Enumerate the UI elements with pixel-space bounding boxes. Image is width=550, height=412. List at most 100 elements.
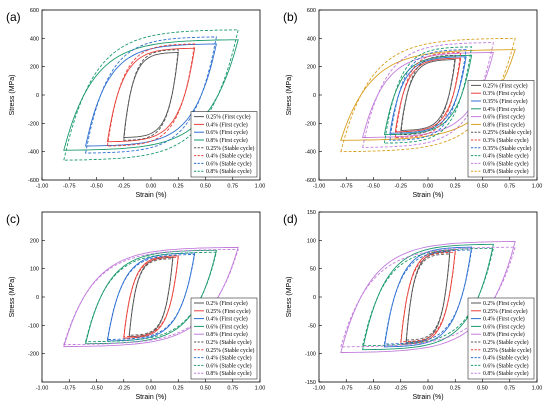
legend-label: 0.35% (First cycle) (483, 98, 528, 105)
legend-label: 0.6% (First cycle) (206, 129, 248, 136)
legend-label: 0.25% (First cycle) (483, 82, 528, 89)
x-axis-label: Strain (%) (412, 192, 443, 199)
x-axis-label: Strain (%) (135, 192, 166, 199)
legend-label: 0.8% (First cycle) (483, 121, 525, 128)
legend-label: 0.4% (First cycle) (206, 316, 248, 323)
chart-panel-0: (a) -1.00 -0.75 -0.50 -0.25 0.00 0.25 0.50 0.75 1… (6, 8, 265, 199)
y-tick-label: -50 (308, 323, 316, 329)
legend-label: 0.3% (Stable cycle) (483, 137, 529, 144)
legend-label: 0.2% (Stable cycle) (206, 339, 252, 346)
series-loop (63, 246, 239, 348)
panel-letter: (d) (283, 212, 298, 226)
x-tick-label: 0.50 (477, 184, 488, 190)
y-tick-label: 0 (313, 93, 316, 99)
legend-label: 0.4% (Stable cycle) (483, 153, 529, 160)
y-tick-label: -100 (305, 352, 316, 358)
series-loop (400, 54, 456, 136)
legend-label: 0.4% (Stable cycle) (483, 355, 529, 362)
y-axis-label: Stress (MPa) (286, 75, 293, 116)
chart-panel-2: (c) -1.00 -0.75 -0.50 -0.25 0.00 0.25 0.50 0.75 1… (6, 211, 266, 401)
x-tick-label: -0.50 (367, 184, 380, 190)
legend: 0.2% (First cycle)0.25% (First cycle)0.4… (190, 297, 258, 380)
x-tick-label: -0.50 (367, 386, 380, 392)
series-loop (340, 49, 516, 141)
series-loop (106, 254, 196, 340)
legend-label: 0.8% (First cycle) (206, 331, 248, 338)
legend-label: 0.4% (First cycle) (483, 106, 525, 113)
series-loop (362, 247, 494, 347)
series-loop (389, 49, 467, 141)
x-tick-label: 1.00 (255, 386, 266, 392)
series-loop (362, 243, 494, 351)
series-loop (340, 246, 516, 348)
legend-label: 0.6% (First cycle) (483, 323, 525, 330)
series-loop (128, 256, 174, 338)
series-loop (405, 251, 451, 343)
legend-label: 0.8% (Stable cycle) (206, 168, 252, 175)
y-tick-label: 100 (30, 267, 39, 273)
x-tick-label: 0.25 (450, 184, 461, 190)
series-loop (383, 46, 473, 144)
panel-letter: (c) (6, 212, 20, 226)
series-loop (85, 36, 217, 154)
legend-label: 0.25% (First cycle) (206, 114, 251, 121)
x-tick-label: -0.25 (394, 386, 407, 392)
x-tick-label: 0.25 (173, 184, 184, 190)
y-tick-label: -100 (28, 323, 39, 329)
legend-label: 0.6% (First cycle) (206, 323, 248, 330)
x-tick-label: -0.25 (117, 386, 130, 392)
legend-label: 0.25% (Stable cycle) (483, 129, 532, 136)
legend-label: 0.8% (Stable cycle) (483, 168, 529, 175)
legend-label: 0.4% (First cycle) (206, 121, 248, 128)
legend-label: 0.8% (First cycle) (483, 331, 525, 338)
series-loop (405, 253, 451, 341)
y-tick-label: -400 (305, 150, 316, 156)
y-axis-label: Stress (MPa) (286, 277, 293, 318)
series-loop (128, 258, 174, 336)
y-tick-label: 0 (36, 295, 39, 301)
legend-label: 0.6% (Stable cycle) (483, 362, 529, 369)
loops-group (63, 246, 239, 348)
series-loop (85, 43, 217, 147)
x-tick-label: 0.75 (504, 184, 515, 190)
y-tick-label: 400 (307, 36, 316, 42)
x-tick-label: 0.75 (504, 386, 515, 392)
x-tick-label: -0.75 (340, 386, 353, 392)
y-tick-label: 200 (30, 65, 39, 71)
legend-box (467, 80, 535, 178)
x-tick-label: 0.00 (146, 386, 157, 392)
series-loop (63, 29, 239, 161)
legend-label: 0.25% (Stable cycle) (206, 347, 255, 354)
series-loop (85, 249, 217, 345)
legend-box (190, 111, 258, 178)
x-axis-label: Strain (%) (135, 394, 166, 401)
x-tick-label: 0.00 (146, 184, 157, 190)
y-tick-label: 0 (313, 295, 316, 301)
series-loop (383, 249, 473, 345)
chart-panel-3: (d) -1.00 -0.75 -0.50 -0.25 0.00 0.25 0.50 0.75 1… (283, 210, 542, 401)
legend-label: 0.25% (Stable cycle) (483, 347, 532, 354)
series-loop (106, 47, 196, 143)
series-loop (400, 251, 456, 343)
series-loop (400, 59, 456, 131)
loops-group (340, 37, 516, 153)
panel-letter: (b) (283, 10, 298, 24)
series-loop (383, 54, 473, 136)
loops-group (63, 29, 239, 161)
y-tick-label: 200 (30, 238, 39, 244)
legend-label: 0.2% (Stable cycle) (483, 339, 529, 346)
series-loop (394, 52, 462, 138)
series-loop (106, 43, 196, 147)
legend: 0.2% (First cycle)0.25% (First cycle)0.4… (467, 297, 535, 380)
series-loop (340, 37, 516, 153)
legend-label: 0.8% (Stable cycle) (483, 370, 529, 377)
y-tick-label: -400 (28, 150, 39, 156)
x-tick-label: 0.50 (200, 386, 211, 392)
y-tick-label: 150 (307, 210, 316, 216)
x-tick-label: -0.75 (63, 386, 76, 392)
x-tick-label: -0.75 (340, 184, 353, 190)
y-tick-label: -150 (305, 380, 316, 386)
x-tick-label: -0.50 (90, 386, 103, 392)
legend-label: 0.25% (First cycle) (483, 308, 528, 315)
